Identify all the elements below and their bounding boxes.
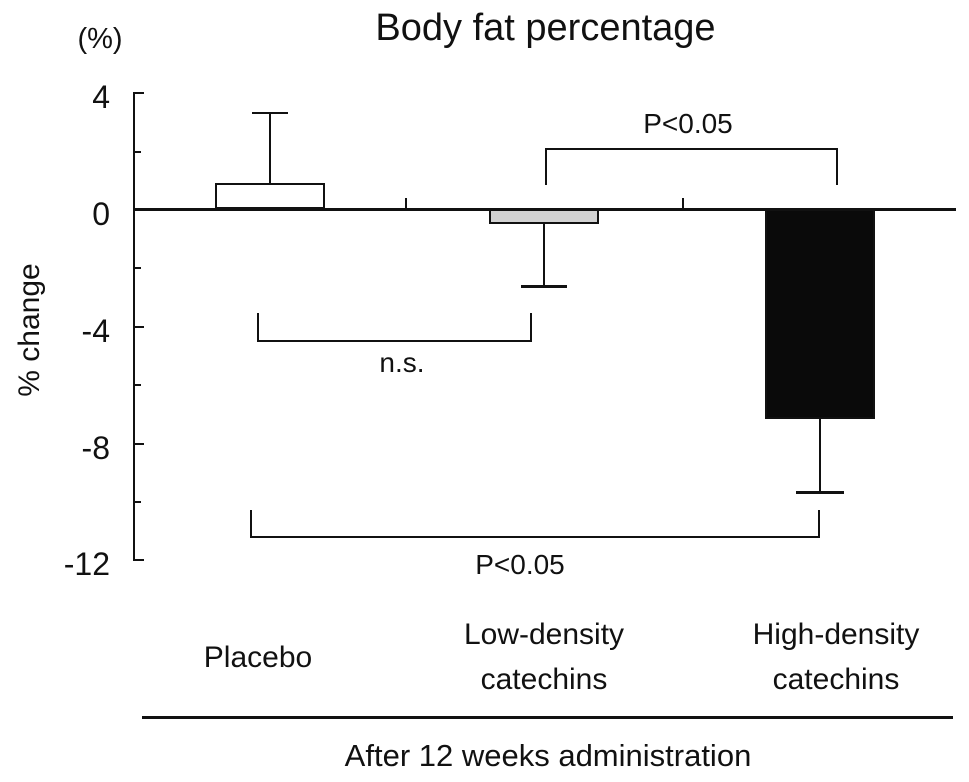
sig-label: n.s. bbox=[379, 347, 425, 378]
sig-bracket-tip bbox=[250, 510, 252, 536]
error-bar-cap bbox=[521, 285, 567, 288]
error-bar-line bbox=[269, 112, 271, 183]
y-axis-tick-label: 0 bbox=[92, 196, 110, 232]
y-axis-minor-tick bbox=[133, 150, 141, 153]
error-bar-line bbox=[543, 223, 545, 287]
y-axis-tick-label: -8 bbox=[81, 429, 110, 466]
bar-high-density-catechins bbox=[765, 209, 875, 420]
error-bar-cap bbox=[796, 491, 844, 494]
error-bar-line bbox=[819, 419, 821, 493]
x-axis-tick bbox=[682, 198, 684, 209]
x-axis-tick bbox=[405, 198, 407, 209]
y-axis-unit-label: (%) bbox=[77, 23, 123, 55]
sig-bracket-horizontal bbox=[545, 148, 838, 150]
error-bar-cap bbox=[252, 111, 288, 115]
chart-title: Body fat percentage bbox=[375, 7, 716, 49]
sig-bracket-tip bbox=[818, 510, 820, 536]
sig-bracket-horizontal bbox=[250, 536, 820, 538]
y-axis-tick-label: -4 bbox=[81, 312, 110, 349]
y-axis-major-tick bbox=[133, 559, 144, 562]
sig-bracket-horizontal bbox=[257, 340, 532, 342]
sig-bracket-tip bbox=[257, 313, 259, 340]
bar-placebo bbox=[215, 182, 325, 209]
category-label: High-density catechins bbox=[752, 618, 920, 696]
bar-low-density-catechins bbox=[489, 209, 599, 224]
sig-bracket-tip bbox=[545, 148, 547, 185]
x-axis-baseline bbox=[142, 716, 953, 719]
sig-label: P<0.05 bbox=[475, 549, 565, 580]
sig-bracket-tip bbox=[836, 148, 838, 185]
sig-label: P<0.05 bbox=[643, 108, 733, 139]
x-axis-title: After 12 weeks administration bbox=[344, 738, 752, 773]
y-axis-minor-tick bbox=[133, 501, 141, 503]
y-axis-minor-tick bbox=[133, 267, 141, 270]
y-axis-major-tick bbox=[133, 325, 144, 328]
y-axis-tick-label: -12 bbox=[63, 546, 110, 583]
sig-bracket-tip bbox=[530, 313, 532, 340]
y-axis-major-tick bbox=[133, 442, 144, 445]
y-axis-major-tick bbox=[133, 92, 144, 95]
y-axis-tick-label: 4 bbox=[92, 79, 110, 116]
category-label: Low-density catechins bbox=[463, 618, 625, 696]
category-label: Placebo bbox=[203, 640, 313, 674]
y-axis-minor-tick bbox=[133, 384, 141, 387]
